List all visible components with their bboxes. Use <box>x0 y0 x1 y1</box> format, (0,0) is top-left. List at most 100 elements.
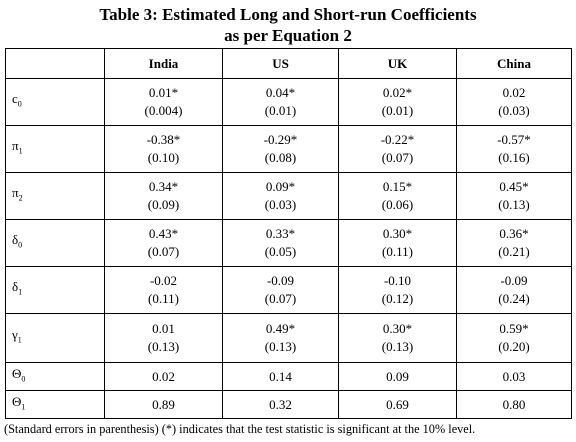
value-cell: 0.59* (0.20) <box>456 313 572 363</box>
coefficient: -0.57* <box>497 132 531 147</box>
coefficient: 0.80 <box>502 396 526 412</box>
coefficient: -0.09 <box>266 273 295 288</box>
coefficient: 0.09* <box>265 179 296 194</box>
symbol: π <box>12 185 19 201</box>
symbol: π <box>12 138 19 154</box>
subscript: 0 <box>18 240 23 250</box>
value-cell: -0.09 (0.07) <box>222 266 339 314</box>
standard-error: (0.08) <box>264 150 297 165</box>
standard-error: (0.06) <box>381 197 414 212</box>
standard-error: (0.07) <box>147 244 180 259</box>
value-cell: 0.33* (0.05) <box>222 219 339 267</box>
value-cell: 0.30* (0.11) <box>338 219 457 267</box>
title-line: Table 3: Estimated Long and Short-run Co… <box>99 5 477 24</box>
symbol: Θ <box>12 365 22 381</box>
symbol: δ <box>12 232 19 248</box>
symbol: δ <box>12 279 19 295</box>
value-cell: 0.09 <box>338 362 457 391</box>
coefficient: 0.43* <box>148 226 179 241</box>
standard-error: (0.004) <box>144 103 183 118</box>
coefficient: 0.02 <box>502 85 526 100</box>
value-cell: -0.10 (0.12) <box>338 266 457 314</box>
subscript: 1 <box>17 335 22 345</box>
value-cell: 0.32 <box>222 390 339 419</box>
symbol: c <box>12 91 18 107</box>
standard-error: (0.03) <box>264 197 297 212</box>
standard-error: (0.11) <box>382 244 413 259</box>
coefficient: 0.03 <box>502 368 526 384</box>
table-row: Θ1 0.89 0.32 0.69 0.80 <box>5 390 572 419</box>
subscript: 1 <box>21 402 26 412</box>
title: Table 3: Estimated Long and Short-run Co… <box>0 0 576 46</box>
value-cell: 0.01* (0.004) <box>104 78 223 126</box>
value-cell: 0.30* (0.13) <box>338 313 457 363</box>
value-cell: 0.36* (0.21) <box>456 219 572 267</box>
table-row: Θ0 0.02 0.14 0.09 0.03 <box>5 362 572 391</box>
table-row: δ1 -0.02 (0.11) -0.09 (0.07) -0.10 (0.12) -0.09… <box>5 266 572 314</box>
column-header: India <box>104 48 223 79</box>
standard-error: (0.03) <box>498 103 530 118</box>
row-label: π2 <box>5 172 105 220</box>
value-cell: -0.38* (0.10) <box>104 125 223 173</box>
row-label: δ0 <box>5 219 105 267</box>
standard-error: (0.24) <box>498 291 530 306</box>
coefficient: 0.02 <box>152 368 175 384</box>
coefficient: 0.09 <box>386 368 409 384</box>
table-row: π1 -0.38* (0.10) -0.29* (0.08) -0.22* (0.07) -0… <box>5 125 572 173</box>
value-cell: 0.04* (0.01) <box>222 78 339 126</box>
value-cell: 0.89 <box>104 390 223 419</box>
coefficient: 0.34* <box>148 179 179 194</box>
standard-error: (0.13) <box>147 339 180 354</box>
standard-error: (0.05) <box>264 244 297 259</box>
standard-error: (0.11) <box>148 291 179 306</box>
standard-error: (0.12) <box>381 291 414 306</box>
subscript: 2 <box>18 193 23 203</box>
coefficient: 0.04* <box>265 85 296 100</box>
value-cell: 0.69 <box>338 390 457 419</box>
standard-error: (0.13) <box>264 339 297 354</box>
symbol: γ <box>12 327 18 343</box>
column-header: China <box>456 48 572 79</box>
value-cell: -0.02 (0.11) <box>104 266 223 314</box>
value-cell: 0.15* (0.06) <box>338 172 457 220</box>
coefficient: -0.29* <box>263 132 298 147</box>
row-label: γ1 <box>5 313 105 363</box>
value-cell: 0.80 <box>456 390 572 419</box>
standard-error: (0.09) <box>147 197 180 212</box>
value-cell: 0.02 (0.03) <box>456 78 572 126</box>
row-label: δ1 <box>5 266 105 314</box>
coefficient: 0.30* <box>382 226 413 241</box>
coefficient: 0.89 <box>152 396 175 412</box>
standard-error: (0.01) <box>381 103 414 118</box>
coefficient: -0.02 <box>149 273 178 288</box>
standard-error: (0.20) <box>498 339 530 354</box>
standard-error: (0.13) <box>498 197 530 212</box>
standard-error: (0.07) <box>381 150 414 165</box>
column-header: UK <box>338 48 457 79</box>
value-cell: 0.34* (0.09) <box>104 172 223 220</box>
coefficient: 0.01* <box>148 85 179 100</box>
table-row: γ1 0.01 (0.13) 0.49* (0.13) 0.30* (0.13) 0.59* (… <box>5 313 572 363</box>
coefficient: 0.30* <box>382 321 413 336</box>
title-line: as per Equation 2 <box>224 26 352 45</box>
value-cell: -0.22* (0.07) <box>338 125 457 173</box>
coefficient-table: India US UK China c0 0.01* (0.004) 0.04* (0.01)… <box>5 48 572 419</box>
coefficient: -0.09 <box>500 273 528 288</box>
standard-error: (0.16) <box>498 150 530 165</box>
subscript: 0 <box>21 374 26 384</box>
value-cell: 0.02* (0.01) <box>338 78 457 126</box>
table-row: δ0 0.43* (0.07) 0.33* (0.05) 0.30* (0.11) 0.36*… <box>5 219 572 267</box>
standard-error: (0.21) <box>498 244 530 259</box>
row-label: c0 <box>5 78 105 126</box>
coefficient: -0.10 <box>383 273 412 288</box>
value-cell: -0.57* (0.16) <box>456 125 572 173</box>
coefficient: 0.36* <box>499 226 529 241</box>
coefficient: 0.14 <box>269 368 292 384</box>
table-row: c0 0.01* (0.004) 0.04* (0.01) 0.02* (0.01) 0.02… <box>5 78 572 126</box>
standard-error: (0.07) <box>264 291 297 306</box>
column-header: US <box>222 48 339 79</box>
header-row: India US UK China <box>5 48 572 79</box>
standard-error: (0.13) <box>381 339 414 354</box>
coefficient: 0.33* <box>265 226 296 241</box>
